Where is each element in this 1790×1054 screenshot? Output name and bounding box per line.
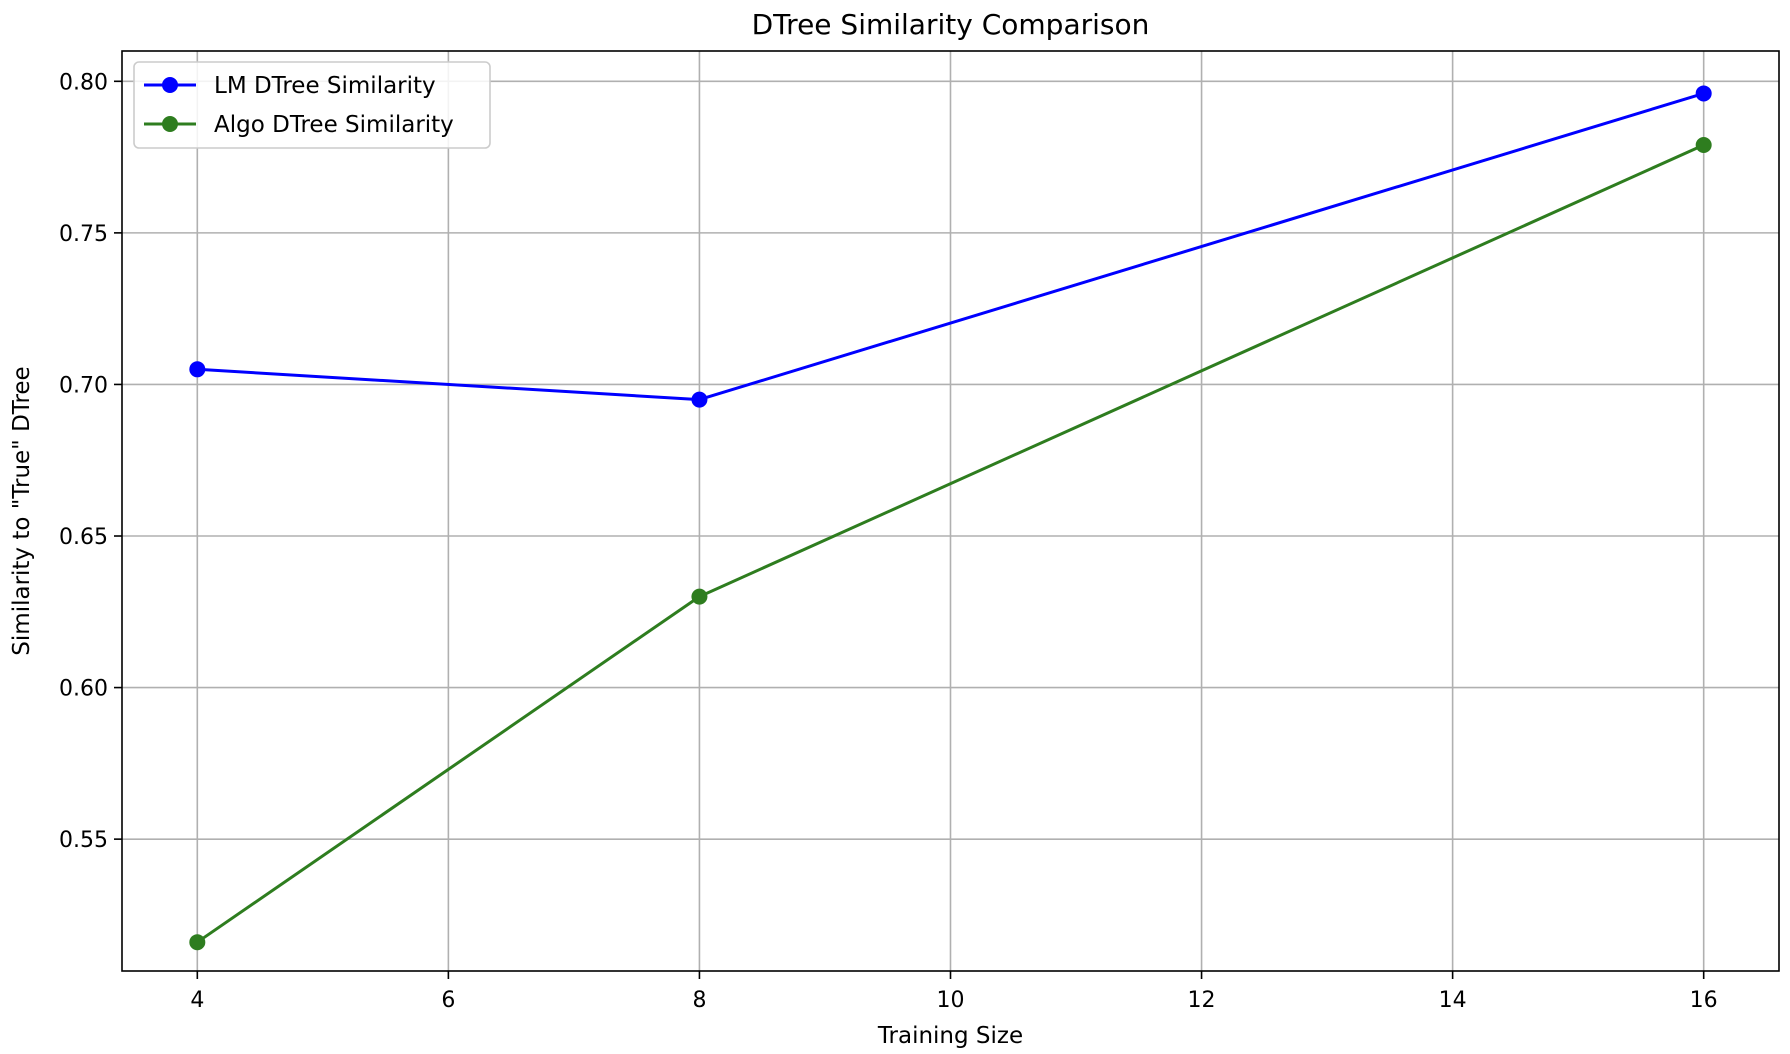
y-tick-label: 0.70: [59, 373, 108, 398]
x-tick-label: 12: [1188, 988, 1216, 1013]
x-tick-label: 10: [937, 988, 965, 1013]
data-point: [691, 391, 708, 408]
legend-box: [133, 61, 491, 149]
data-point: [691, 588, 708, 605]
legend-label: Algo DTree Similarity: [214, 112, 454, 138]
x-tick-label: 6: [441, 988, 455, 1013]
y-tick-label: 0.65: [59, 525, 108, 550]
y-tick-label: 0.75: [59, 222, 108, 247]
ticks: 4 6 8 10 12 14 16 0.55 0.60 0.65 0.70 0.75 0.80: [59, 70, 1718, 1013]
data-point: [189, 934, 206, 951]
y-tick-label: 0.55: [59, 828, 108, 853]
data-point: [1695, 136, 1712, 153]
y-tick-label: 0.60: [59, 677, 108, 702]
x-tick-label: 8: [692, 988, 706, 1013]
legend-marker: [162, 77, 178, 93]
legend: LM DTree Similarity Algo DTree Similarity: [133, 61, 491, 149]
series-layer: [189, 85, 1712, 951]
grid: [122, 51, 1779, 971]
y-axis-title: Similarity to "True" DTree: [9, 366, 35, 655]
y-tick-label: 0.80: [59, 70, 108, 95]
data-point: [189, 361, 206, 378]
chart-title: DTree Similarity Comparison: [752, 8, 1150, 41]
data-point: [1695, 85, 1712, 102]
legend-label: LM DTree Similarity: [214, 73, 436, 99]
x-tick-label: 4: [190, 988, 204, 1013]
x-tick-label: 14: [1439, 988, 1467, 1013]
x-tick-label: 16: [1690, 988, 1718, 1013]
legend-marker: [162, 116, 178, 132]
x-axis-title: Training Size: [877, 1023, 1023, 1049]
